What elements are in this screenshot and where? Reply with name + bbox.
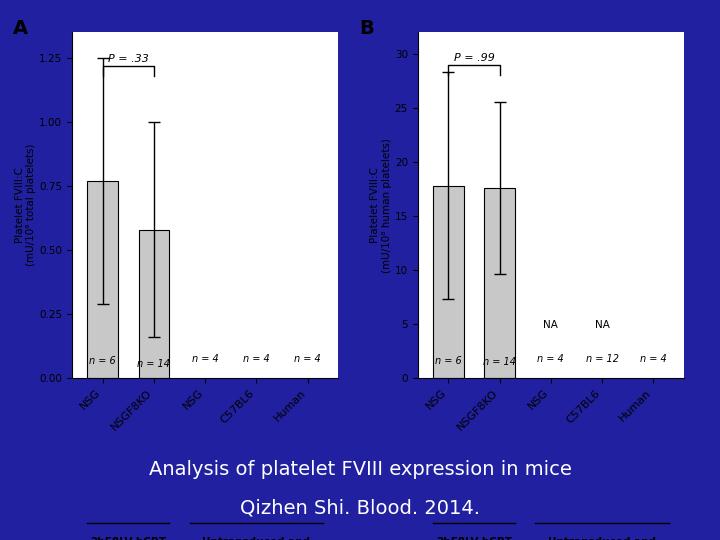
- Text: n = 12: n = 12: [585, 354, 618, 364]
- Text: Untransduced and
untransplanted
controls: Untransduced and untransplanted controls: [202, 537, 310, 540]
- Text: Qizhen Shi. Blood. 2014.: Qizhen Shi. Blood. 2014.: [240, 498, 480, 517]
- Text: NA: NA: [544, 320, 558, 329]
- Text: NA: NA: [595, 320, 609, 329]
- Text: n = 4: n = 4: [192, 354, 219, 364]
- Text: A: A: [14, 18, 29, 38]
- Text: n = 4: n = 4: [537, 354, 564, 364]
- Text: 2bF8LV-hCBT
recipients: 2bF8LV-hCBT recipients: [436, 537, 512, 540]
- Text: n = 14: n = 14: [138, 359, 171, 369]
- Text: n = 6: n = 6: [89, 356, 116, 366]
- Text: n = 4: n = 4: [243, 354, 270, 364]
- Bar: [138, 230, 169, 378]
- Text: n = 6: n = 6: [435, 356, 462, 367]
- Text: n = 4: n = 4: [640, 354, 667, 364]
- Text: P = .99: P = .99: [454, 53, 495, 63]
- Text: 2bF8LV-hCBT
recipients: 2bF8LV-hCBT recipients: [90, 537, 166, 540]
- Text: n = 4: n = 4: [294, 354, 321, 364]
- Bar: [484, 188, 515, 378]
- Text: P = .33: P = .33: [108, 54, 149, 64]
- Y-axis label: Platelet FVIII:C
(mU/10⁸ total platelets): Platelet FVIII:C (mU/10⁸ total platelets…: [14, 144, 36, 266]
- Text: B: B: [359, 18, 374, 38]
- Text: n = 14: n = 14: [483, 356, 516, 367]
- Text: Analysis of platelet FVIII expression in mice: Analysis of platelet FVIII expression in…: [148, 460, 572, 480]
- Text: Untransduced and
untransplanted
controls: Untransduced and untransplanted controls: [548, 537, 656, 540]
- Bar: [87, 181, 118, 378]
- Y-axis label: Platelet FVIII:C
(mU/10⁸ human platelets): Platelet FVIII:C (mU/10⁸ human platelets…: [370, 138, 392, 273]
- Bar: [433, 186, 464, 378]
